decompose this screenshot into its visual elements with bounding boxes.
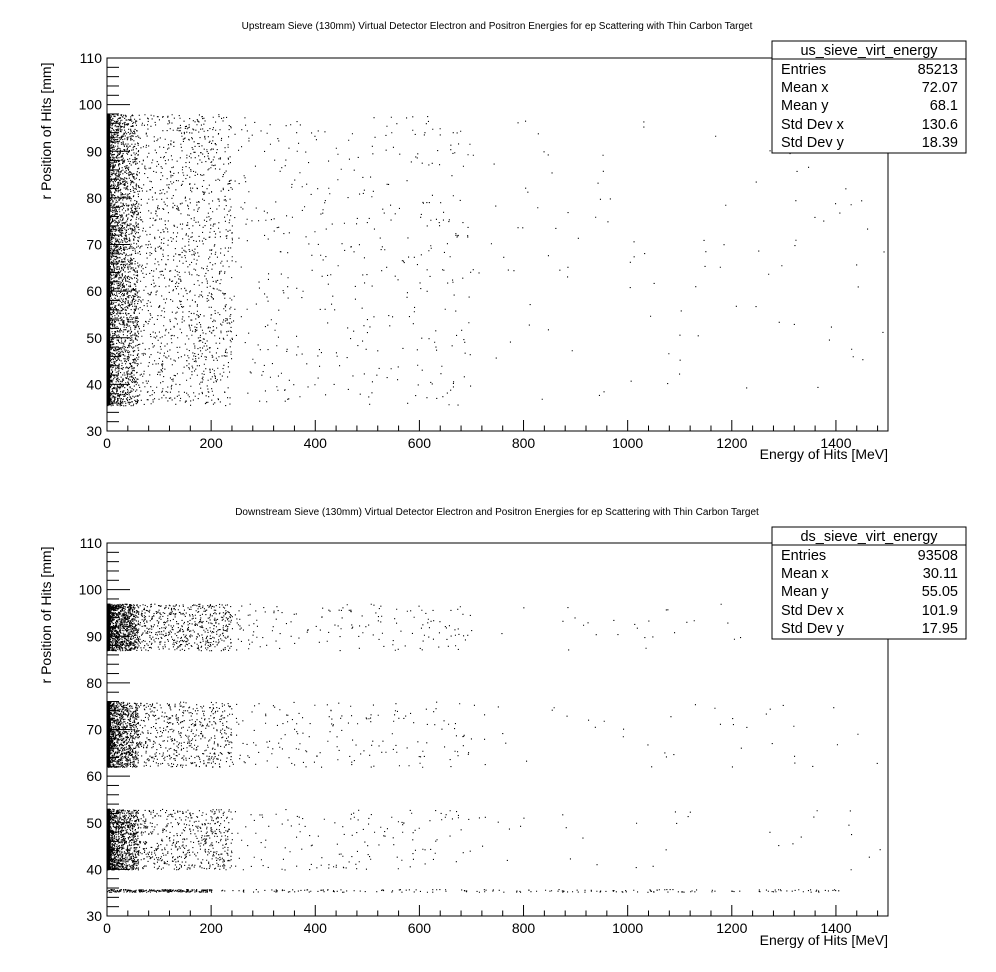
scatter-points [107, 603, 887, 893]
dense-band-1 [107, 701, 111, 767]
y-tick-label: 90 [86, 143, 102, 159]
stats-value-mean-x: 72.07 [922, 80, 958, 96]
chart-title: Upstream Sieve (130mm) Virtual Detector … [242, 21, 753, 32]
x-tick-label: 1400 [820, 435, 851, 451]
x-tick-label: 200 [199, 920, 223, 936]
y-tick-label: 100 [79, 97, 103, 113]
y-tick-label: 60 [86, 283, 102, 299]
y-tick-label: 30 [86, 908, 102, 924]
chart-title: Downstream Sieve (130mm) Virtual Detecto… [235, 507, 759, 518]
stats-value-entries: 93508 [918, 548, 958, 564]
x-tick-label: 200 [199, 435, 223, 451]
y-tick-label: 30 [86, 423, 102, 439]
stats-label-entries: Entries [781, 62, 826, 78]
y-tick-label: 50 [86, 330, 102, 346]
x-tick-label: 600 [408, 920, 432, 936]
y-tick-label: 70 [86, 237, 102, 253]
stats-box-frame [771, 40, 967, 154]
x-tick-label: 0 [103, 920, 111, 936]
downstream-panel: Downstream Sieve (130mm) Virtual Detecto… [38, 507, 967, 948]
stats-value-entries: 85213 [918, 62, 958, 78]
x-axis-label: Energy of Hits [MeV] [760, 932, 888, 948]
stats-value-mean-x: 30.11 [923, 566, 958, 582]
stats-value-std-dev-y: 17.95 [922, 621, 958, 637]
x-tick-label: 400 [304, 435, 328, 451]
y-tick-label: 70 [86, 722, 102, 738]
stats-box-frame [771, 526, 967, 640]
x-tick-label: 800 [512, 435, 536, 451]
stats-label-mean-y: Mean y [781, 98, 829, 114]
stats-label-mean-x: Mean x [781, 566, 829, 582]
y-axis-label: r Position of Hits [mm] [38, 63, 54, 200]
y-tick-label: 110 [80, 50, 103, 66]
upstream-panel: Upstream Sieve (130mm) Virtual Detector … [38, 21, 967, 462]
stats-value-mean-y: 55.05 [922, 584, 958, 600]
stats-label-std-dev-x: Std Dev x [781, 603, 845, 619]
y-tick-label: 80 [86, 675, 102, 691]
x-tick-label: 0 [103, 435, 111, 451]
stats-box: us_sieve_virt_energy Entries 85213 Mean … [771, 40, 967, 154]
y-tick-label: 80 [86, 190, 102, 206]
x-tick-label: 1400 [820, 920, 851, 936]
scatter-point-cloud [107, 603, 887, 893]
stats-label-mean-y: Mean y [781, 584, 829, 600]
scatter-points [107, 113, 885, 407]
stats-value-std-dev-x: 101.9 [922, 603, 958, 619]
dense-band-0 [107, 808, 111, 870]
stats-box: ds_sieve_virt_energy Entries 93508 Mean … [771, 526, 967, 640]
axis-ticks: 0 200 400 600 800 1000 1200 1400 30 40 50 60 70 80 90 1… [79, 50, 879, 451]
y-tick-label: 40 [86, 861, 102, 877]
plot-frame [106, 57, 889, 432]
x-tick-label: 600 [408, 435, 432, 451]
y-tick-label: 100 [79, 582, 103, 598]
scatter-point-cloud [107, 114, 885, 407]
stats-label-std-dev-y: Std Dev y [781, 621, 845, 637]
y-tick-label: 50 [86, 815, 102, 831]
x-tick-label: 800 [512, 920, 536, 936]
y-tick-label: 40 [86, 376, 102, 392]
y-axis-label: r Position of Hits [mm] [38, 547, 54, 684]
stats-label-std-dev-x: Std Dev x [781, 117, 845, 133]
x-tick-label: 1200 [716, 435, 747, 451]
x-tick-label: 400 [304, 920, 328, 936]
stats-box-name: us_sieve_virt_energy [800, 43, 938, 59]
stats-label-mean-x: Mean x [781, 80, 829, 96]
x-tick-label: 1200 [716, 920, 747, 936]
dense-band-0 [107, 113, 111, 406]
x-axis-label: Energy of Hits [MeV] [760, 446, 888, 462]
y-tick-label: 110 [80, 535, 103, 551]
x-tick-label: 1000 [612, 435, 643, 451]
y-tick-label: 90 [86, 628, 102, 644]
stats-label-entries: Entries [781, 548, 826, 564]
axis-ticks: 0 200 400 600 800 1000 1200 1400 30 40 50 60 70 80 90 1… [79, 535, 879, 936]
stats-label-std-dev-y: Std Dev y [781, 135, 845, 151]
stats-value-std-dev-x: 130.6 [922, 117, 958, 133]
stats-value-std-dev-y: 18.39 [922, 135, 958, 151]
y-tick-label: 60 [86, 768, 102, 784]
x-tick-label: 1000 [612, 920, 643, 936]
stats-value-mean-y: 68.1 [930, 98, 958, 114]
stats-box-name: ds_sieve_virt_energy [800, 529, 938, 545]
